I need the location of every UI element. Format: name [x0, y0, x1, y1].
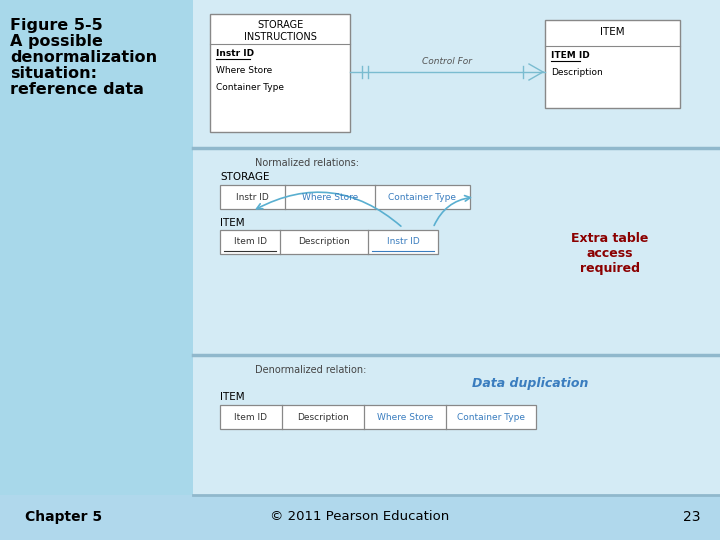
Bar	[0, 495, 720, 540]
Text: A possible: A possible	[10, 34, 103, 49]
Text: Instr ID: Instr ID	[216, 49, 254, 58]
Text: Control For: Control For	[423, 57, 472, 66]
Text: STORAGE: STORAGE	[220, 172, 269, 182]
Text: Container Type: Container Type	[457, 413, 525, 422]
Text: reference data: reference data	[10, 82, 144, 97]
Text: denormalization: denormalization	[10, 50, 157, 65]
Text: Instr ID: Instr ID	[387, 238, 419, 246]
Bar	[0, 0, 193, 495]
Bar	[193, 0, 720, 495]
Text: Description: Description	[298, 238, 350, 246]
Text: ITEM ID: ITEM ID	[551, 51, 590, 60]
Text: Description: Description	[551, 68, 603, 77]
Text: ITEM: ITEM	[220, 218, 245, 228]
Text: Data duplication: Data duplication	[472, 377, 588, 390]
Text: Where Store: Where Store	[302, 192, 358, 201]
Bar	[210, 14, 350, 132]
Text: Item ID: Item ID	[235, 413, 268, 422]
Text: Container Type: Container Type	[389, 192, 456, 201]
Text: Extra table
access
required: Extra table access required	[571, 232, 649, 275]
Text: Denormalized relation:: Denormalized relation:	[255, 365, 366, 375]
Text: 23: 23	[683, 510, 700, 524]
Text: ITEM: ITEM	[600, 27, 625, 37]
Text: Description: Description	[297, 413, 349, 422]
Text: Where Store: Where Store	[377, 413, 433, 422]
Text: ITEM: ITEM	[220, 392, 245, 402]
Text: Chapter 5: Chapter 5	[25, 510, 102, 524]
Text: © 2011 Pearson Education: © 2011 Pearson Education	[271, 510, 449, 523]
Text: Item ID: Item ID	[233, 238, 266, 246]
Text: STORAGE
INSTRUCTIONS: STORAGE INSTRUCTIONS	[243, 20, 316, 42]
Text: Figure 5-5: Figure 5-5	[10, 18, 103, 33]
Bar	[220, 230, 438, 254]
Text: Where Store: Where Store	[216, 66, 272, 75]
Text: Instr ID: Instr ID	[236, 192, 269, 201]
Text: Normalized relations:: Normalized relations:	[255, 158, 359, 168]
Bar	[220, 185, 470, 209]
Bar	[545, 20, 680, 108]
Text: situation:: situation:	[10, 66, 97, 81]
Text: Container Type: Container Type	[216, 83, 284, 92]
Bar	[220, 405, 536, 429]
